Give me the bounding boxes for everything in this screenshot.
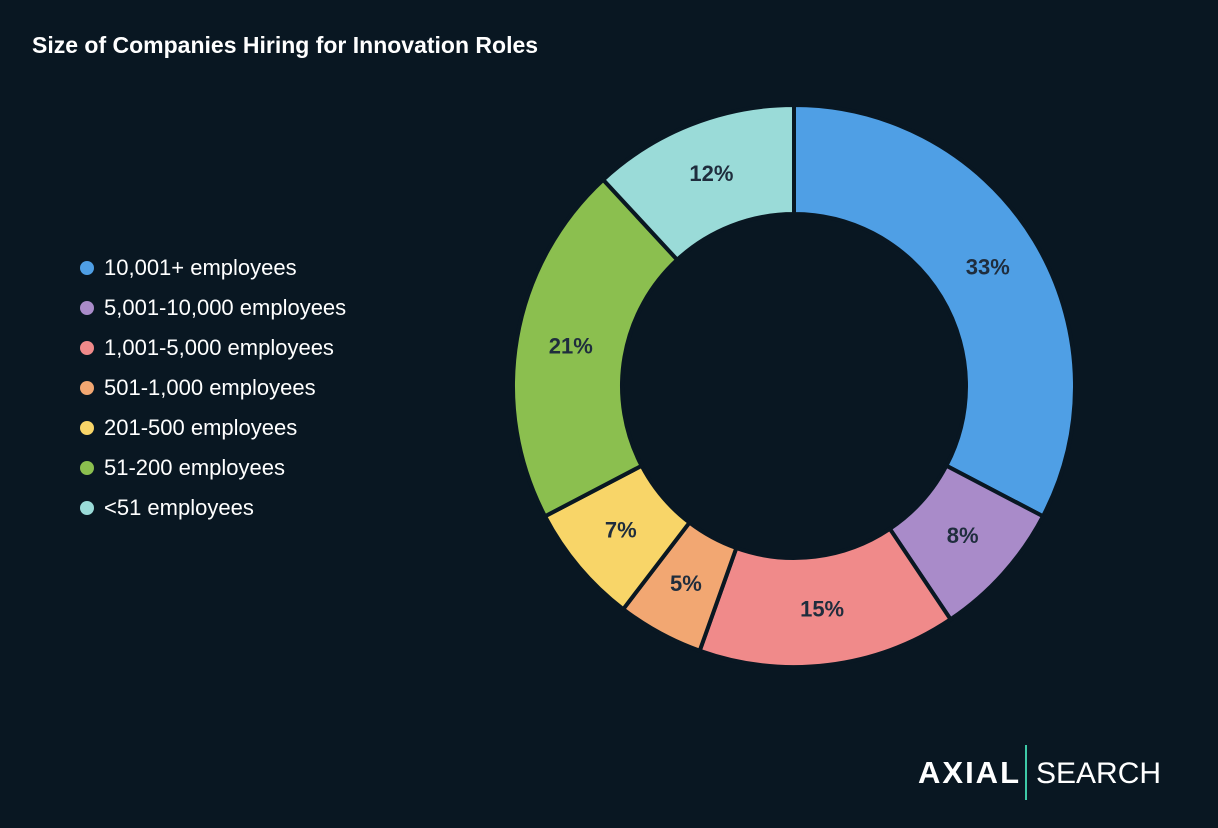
legend-label: 1,001-5,000 employees [104, 335, 334, 360]
data-label: 33% [966, 255, 1010, 280]
chart-title: Size of Companies Hiring for Innovation … [32, 32, 538, 58]
donut-segment [792, 102, 1077, 519]
data-label: 7% [605, 518, 637, 543]
legend-marker [80, 301, 94, 315]
legend-label: 501-1,000 employees [104, 375, 316, 400]
legend-label: 5,001-10,000 employees [104, 295, 346, 320]
legend-label: <51 employees [104, 495, 254, 520]
donut-segment [511, 176, 681, 519]
legend-marker [80, 501, 94, 515]
data-label: 15% [800, 597, 844, 622]
legend-label: 10,001+ employees [104, 255, 297, 280]
legend-marker [80, 261, 94, 275]
data-label: 21% [549, 333, 593, 358]
logo-brand: AXIAL [918, 755, 1021, 790]
logo-product: SEARCH [1036, 757, 1161, 790]
legend-label: 201-500 employees [104, 415, 297, 440]
legend-marker [80, 341, 94, 355]
data-label: 8% [947, 523, 979, 548]
data-label: 5% [670, 571, 702, 596]
legend-marker [80, 381, 94, 395]
legend-marker [80, 421, 94, 435]
legend-marker [80, 461, 94, 475]
legend-label: 51-200 employees [104, 455, 285, 480]
data-label: 12% [689, 161, 733, 186]
donut-segment [600, 102, 796, 263]
